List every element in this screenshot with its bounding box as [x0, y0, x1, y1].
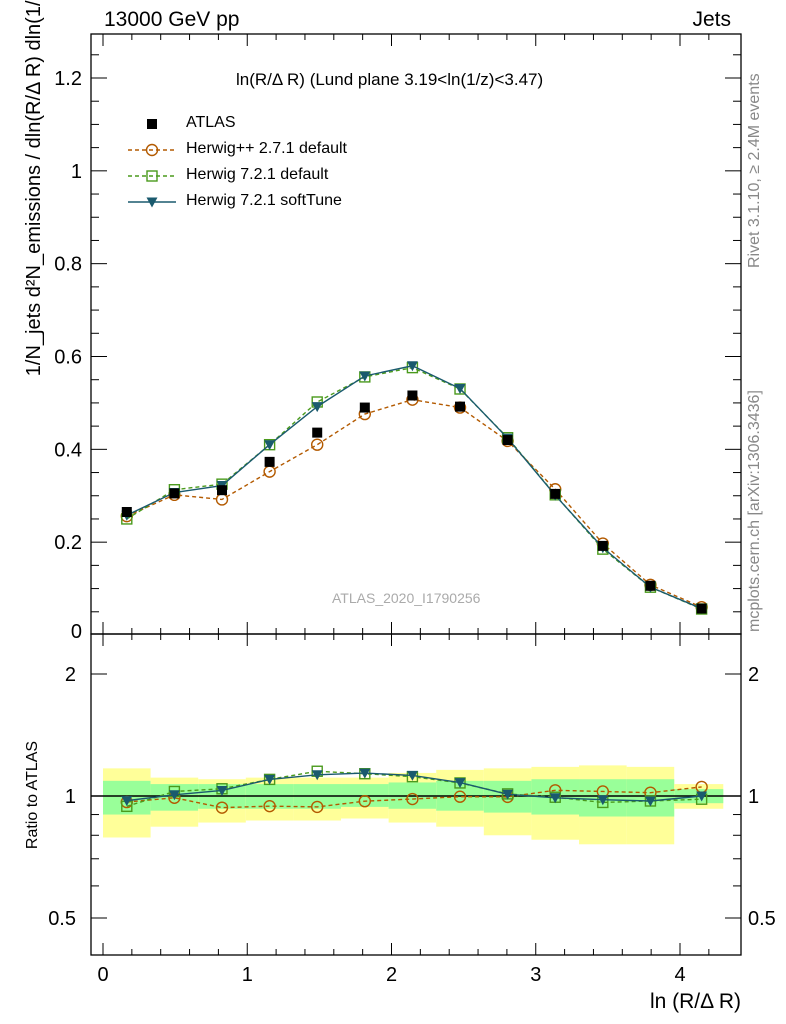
ratio-point — [502, 789, 514, 800]
ratio-point — [358, 794, 372, 808]
data-point — [455, 401, 466, 412]
y-tick-label: 0.4 — [54, 439, 82, 461]
data-point — [264, 440, 276, 451]
ratio-point — [644, 796, 656, 807]
x-axis-label: ln (R/Δ R) — [650, 990, 741, 1013]
ratio-point — [121, 796, 133, 807]
data-point — [645, 580, 656, 591]
data-point — [264, 456, 275, 467]
legend-label-atlas: ATLAS — [186, 114, 236, 131]
data-point — [407, 390, 418, 401]
series-line — [126, 398, 702, 608]
data-point — [311, 402, 323, 413]
y-tick-label: 1 — [71, 161, 82, 183]
y-tick-label: 0.6 — [54, 347, 82, 369]
legend-marker — [145, 143, 159, 157]
ratio-point — [696, 791, 708, 802]
data-point — [359, 371, 371, 382]
y-tick-label: 0.8 — [54, 254, 82, 276]
series-line — [126, 366, 702, 610]
ratio-point — [453, 790, 467, 803]
ratio-y-axis-label: Ratio to ATLAS — [24, 741, 41, 849]
ratio-y-axis-label-text: Ratio to ATLAS — [24, 741, 41, 849]
data-point — [312, 427, 323, 438]
legend-label-herwigpp: Herwig++ 2.7.1 default — [186, 140, 347, 157]
y-axis-label: 1/N_jets d²N_emissions / dln(R/Δ R) dln(… — [23, 0, 45, 376]
ratio-point — [406, 770, 418, 781]
legend-marker — [146, 197, 158, 208]
data-point — [550, 488, 561, 499]
data-point — [454, 384, 466, 395]
ratio-point — [311, 770, 323, 781]
data-point — [597, 540, 608, 551]
legend-marker — [147, 119, 157, 129]
ratio-point — [215, 801, 229, 814]
watermark: ATLAS_2020_I1790256 — [332, 590, 481, 606]
data-point — [406, 361, 418, 372]
ratio-series-line — [126, 786, 702, 809]
ratio-y-tick-label-right: 1 — [748, 786, 759, 808]
legend-label-softtune: Herwig 7.2.1 softTune — [186, 192, 342, 209]
ratio-point — [264, 774, 276, 785]
ratio-point — [263, 799, 276, 813]
ratio-y-tick-label-right: 0.5 — [748, 908, 776, 930]
ratio-y-tick-label: 2 — [65, 664, 76, 686]
y-axis-label-text: 1/N_jets d²N_emissions / dln(R/Δ R) dln(… — [23, 0, 45, 376]
ratio-point — [168, 790, 180, 801]
data-point — [502, 435, 513, 446]
plot-title: ln(R/Δ R) (Lund plane 3.19<ln(1/z)<3.47) — [236, 70, 544, 89]
x-tick-label: 4 — [674, 964, 685, 986]
data-point — [359, 402, 370, 413]
data-point — [217, 485, 228, 496]
ratio-point — [454, 778, 466, 789]
data-point — [169, 488, 180, 499]
ratio-y-tick-label-right: 2 — [748, 664, 759, 686]
legend-label-herwig721: Herwig 7.2.1 default — [186, 166, 329, 183]
y-tick-label: 0 — [71, 621, 82, 643]
header-right: Jets — [692, 8, 731, 31]
x-tick-label: 2 — [386, 964, 397, 986]
data-point — [121, 506, 132, 517]
x-tick-label: 1 — [242, 964, 253, 986]
ratio-point — [406, 792, 419, 806]
data-point — [311, 438, 324, 451]
ratio-point — [359, 768, 371, 779]
ratio-point — [597, 795, 609, 806]
header-left: 13000 GeV pp — [104, 8, 240, 31]
data-point — [696, 603, 707, 614]
y-tick-label: 1.2 — [54, 68, 82, 90]
ratio-y-tick-label: 0.5 — [48, 908, 76, 930]
mcplots-label: mcplots.cern.ch [arXiv:1306.3436] — [746, 390, 763, 632]
series-line — [126, 365, 702, 610]
y-tick-label: 0.2 — [54, 532, 82, 554]
x-tick-label: 3 — [530, 964, 541, 986]
legend-marker — [146, 170, 158, 182]
rivet-label: Rivet 3.1.10, ≥ 2.4M events — [746, 73, 763, 268]
ratio-y-tick-label: 1 — [65, 786, 76, 808]
x-tick-label: 0 — [97, 964, 108, 986]
ratio-panel-frame — [90, 633, 742, 956]
ratio-point — [311, 800, 324, 814]
ratio-point — [549, 793, 561, 804]
ratio-point — [216, 785, 228, 796]
